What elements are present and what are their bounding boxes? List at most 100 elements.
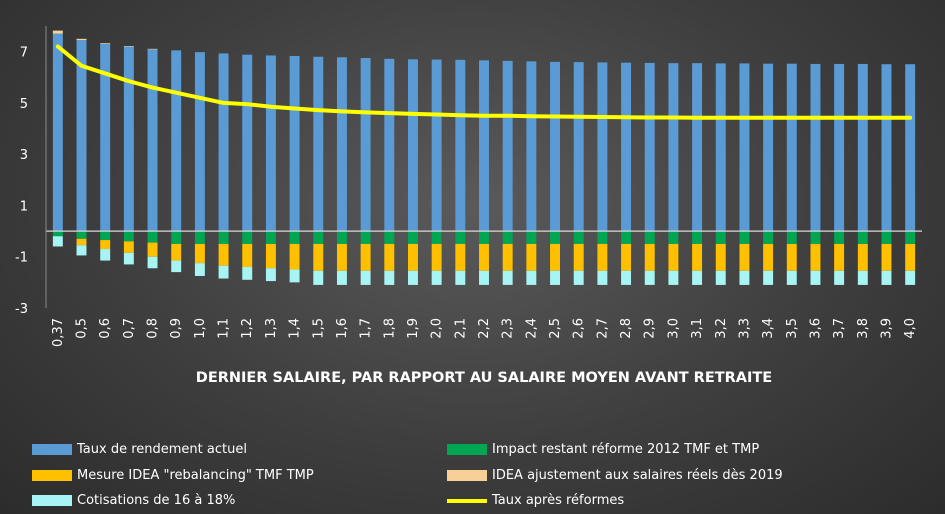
- bar-segment: [905, 231, 916, 244]
- bar-segment: [834, 231, 845, 244]
- bar-segment: [218, 53, 229, 232]
- bar-segment: [857, 231, 868, 244]
- bar-segment: [834, 270, 845, 285]
- x-tick-label: 1,2: [240, 318, 255, 339]
- x-tick-label: 2,4: [524, 318, 539, 339]
- bar-segment: [455, 270, 466, 285]
- bar-segment: [739, 231, 750, 244]
- bar-segment: [265, 231, 276, 244]
- legend-item-taux-rendement: Taux de rendement actuel: [32, 442, 247, 457]
- bar-segment: [313, 270, 324, 285]
- bar-segment: [455, 243, 466, 271]
- line-layer: [55, 44, 913, 120]
- x-tick-label: 1,0: [193, 318, 208, 339]
- bar-segment: [408, 231, 418, 244]
- bar-segment: [218, 265, 229, 279]
- bar-segment: [455, 59, 466, 232]
- bar-segment: [857, 63, 868, 232]
- x-tick-label: 1,4: [288, 318, 303, 339]
- bar-segment: [573, 231, 584, 244]
- bar-segment: [336, 243, 347, 271]
- legend-swatch: [32, 495, 72, 506]
- bar-segment: [550, 270, 560, 285]
- x-axis-title: DERNIER SALAIRE, PAR RAPPORT AU SALAIRE …: [196, 370, 772, 386]
- bar-segment: [905, 243, 916, 271]
- legend-label: Taux de rendement actuel: [77, 442, 247, 457]
- bar-segment: [147, 48, 158, 50]
- bar-segment: [763, 270, 774, 285]
- bar-segment: [573, 243, 584, 271]
- bar-segment: [218, 243, 229, 266]
- bar-segment: [384, 270, 395, 285]
- bar-segment: [147, 242, 158, 257]
- bar-segment: [100, 231, 111, 241]
- bar-segment: [479, 243, 489, 271]
- legend-swatch: [32, 470, 72, 481]
- legend-item-mesure-idea-rebalancing: Mesure IDEA "rebalancing" TMF TMP: [32, 468, 314, 483]
- bar-segment: [360, 243, 371, 271]
- x-tick-label: 1,1: [217, 318, 232, 339]
- bar-segment: [692, 243, 703, 271]
- bar-segment: [621, 62, 632, 232]
- bar-segment: [786, 231, 797, 244]
- x-tick-label: 3,1: [690, 318, 705, 339]
- bar-segment: [644, 231, 655, 244]
- x-tick-label: 3,9: [879, 318, 894, 339]
- x-tick-label: 3,4: [761, 318, 776, 339]
- bar-segment: [621, 231, 632, 244]
- x-tick-label: 2,3: [501, 318, 516, 339]
- bar-segment: [171, 260, 182, 273]
- bar-segment: [573, 270, 584, 285]
- bars-layer: [52, 30, 916, 285]
- bar-segment: [52, 236, 63, 247]
- bar-segment: [242, 54, 253, 232]
- bar-segment: [360, 270, 371, 285]
- bar-segment: [715, 231, 726, 244]
- bar-segment: [408, 59, 418, 232]
- bar-segment: [644, 270, 655, 285]
- bar-segment: [479, 231, 489, 244]
- bar-segment: [881, 64, 892, 232]
- bar-segment: [715, 243, 726, 271]
- x-tick-label: 0,9: [169, 318, 184, 339]
- bar-segment: [668, 231, 679, 244]
- bar-segment: [715, 270, 726, 285]
- y-axis-ticks: 7 5 3 1 -1 -3: [15, 46, 28, 317]
- legend-label: Impact restant réforme 2012 TMF et TMP: [492, 442, 760, 457]
- bar-segment: [336, 231, 347, 244]
- bar-segment: [479, 60, 489, 232]
- bar-segment: [100, 43, 111, 44]
- bar-segment: [76, 40, 87, 232]
- bar-segment: [715, 63, 726, 232]
- legend-item-cotisations: Cotisations de 16 à 18%: [32, 493, 235, 508]
- bar-segment: [502, 231, 513, 244]
- bar-segment: [526, 243, 537, 271]
- x-tick-label: 0,6: [98, 318, 113, 339]
- bar-segment: [526, 270, 537, 285]
- bar-segment: [147, 231, 158, 243]
- bar-segment: [123, 46, 134, 47]
- bar-segment: [265, 243, 276, 269]
- bar-segment: [289, 55, 300, 232]
- bar-segment: [739, 243, 750, 271]
- bar-segment: [621, 243, 632, 271]
- bar-segment: [384, 243, 395, 271]
- bar-segment: [881, 243, 892, 271]
- x-tick-label: 2,7: [595, 318, 610, 339]
- bar-segment: [76, 245, 87, 256]
- bar-segment: [881, 231, 892, 244]
- bar-segment: [336, 270, 347, 285]
- bar-segment: [857, 243, 868, 271]
- bar-segment: [810, 63, 821, 232]
- x-tick-label: 3,3: [737, 318, 752, 339]
- bar-segment: [147, 49, 158, 232]
- bar-segment: [597, 62, 608, 232]
- bar-segment: [289, 243, 300, 270]
- x-tick-label: 2,0: [430, 318, 445, 339]
- x-tick-label: 3,5: [785, 318, 800, 339]
- y-tick-label: -1: [15, 251, 28, 266]
- bar-segment: [171, 243, 182, 261]
- bar-segment: [526, 231, 537, 244]
- bar-segment: [621, 270, 632, 285]
- bar-segment: [692, 270, 703, 285]
